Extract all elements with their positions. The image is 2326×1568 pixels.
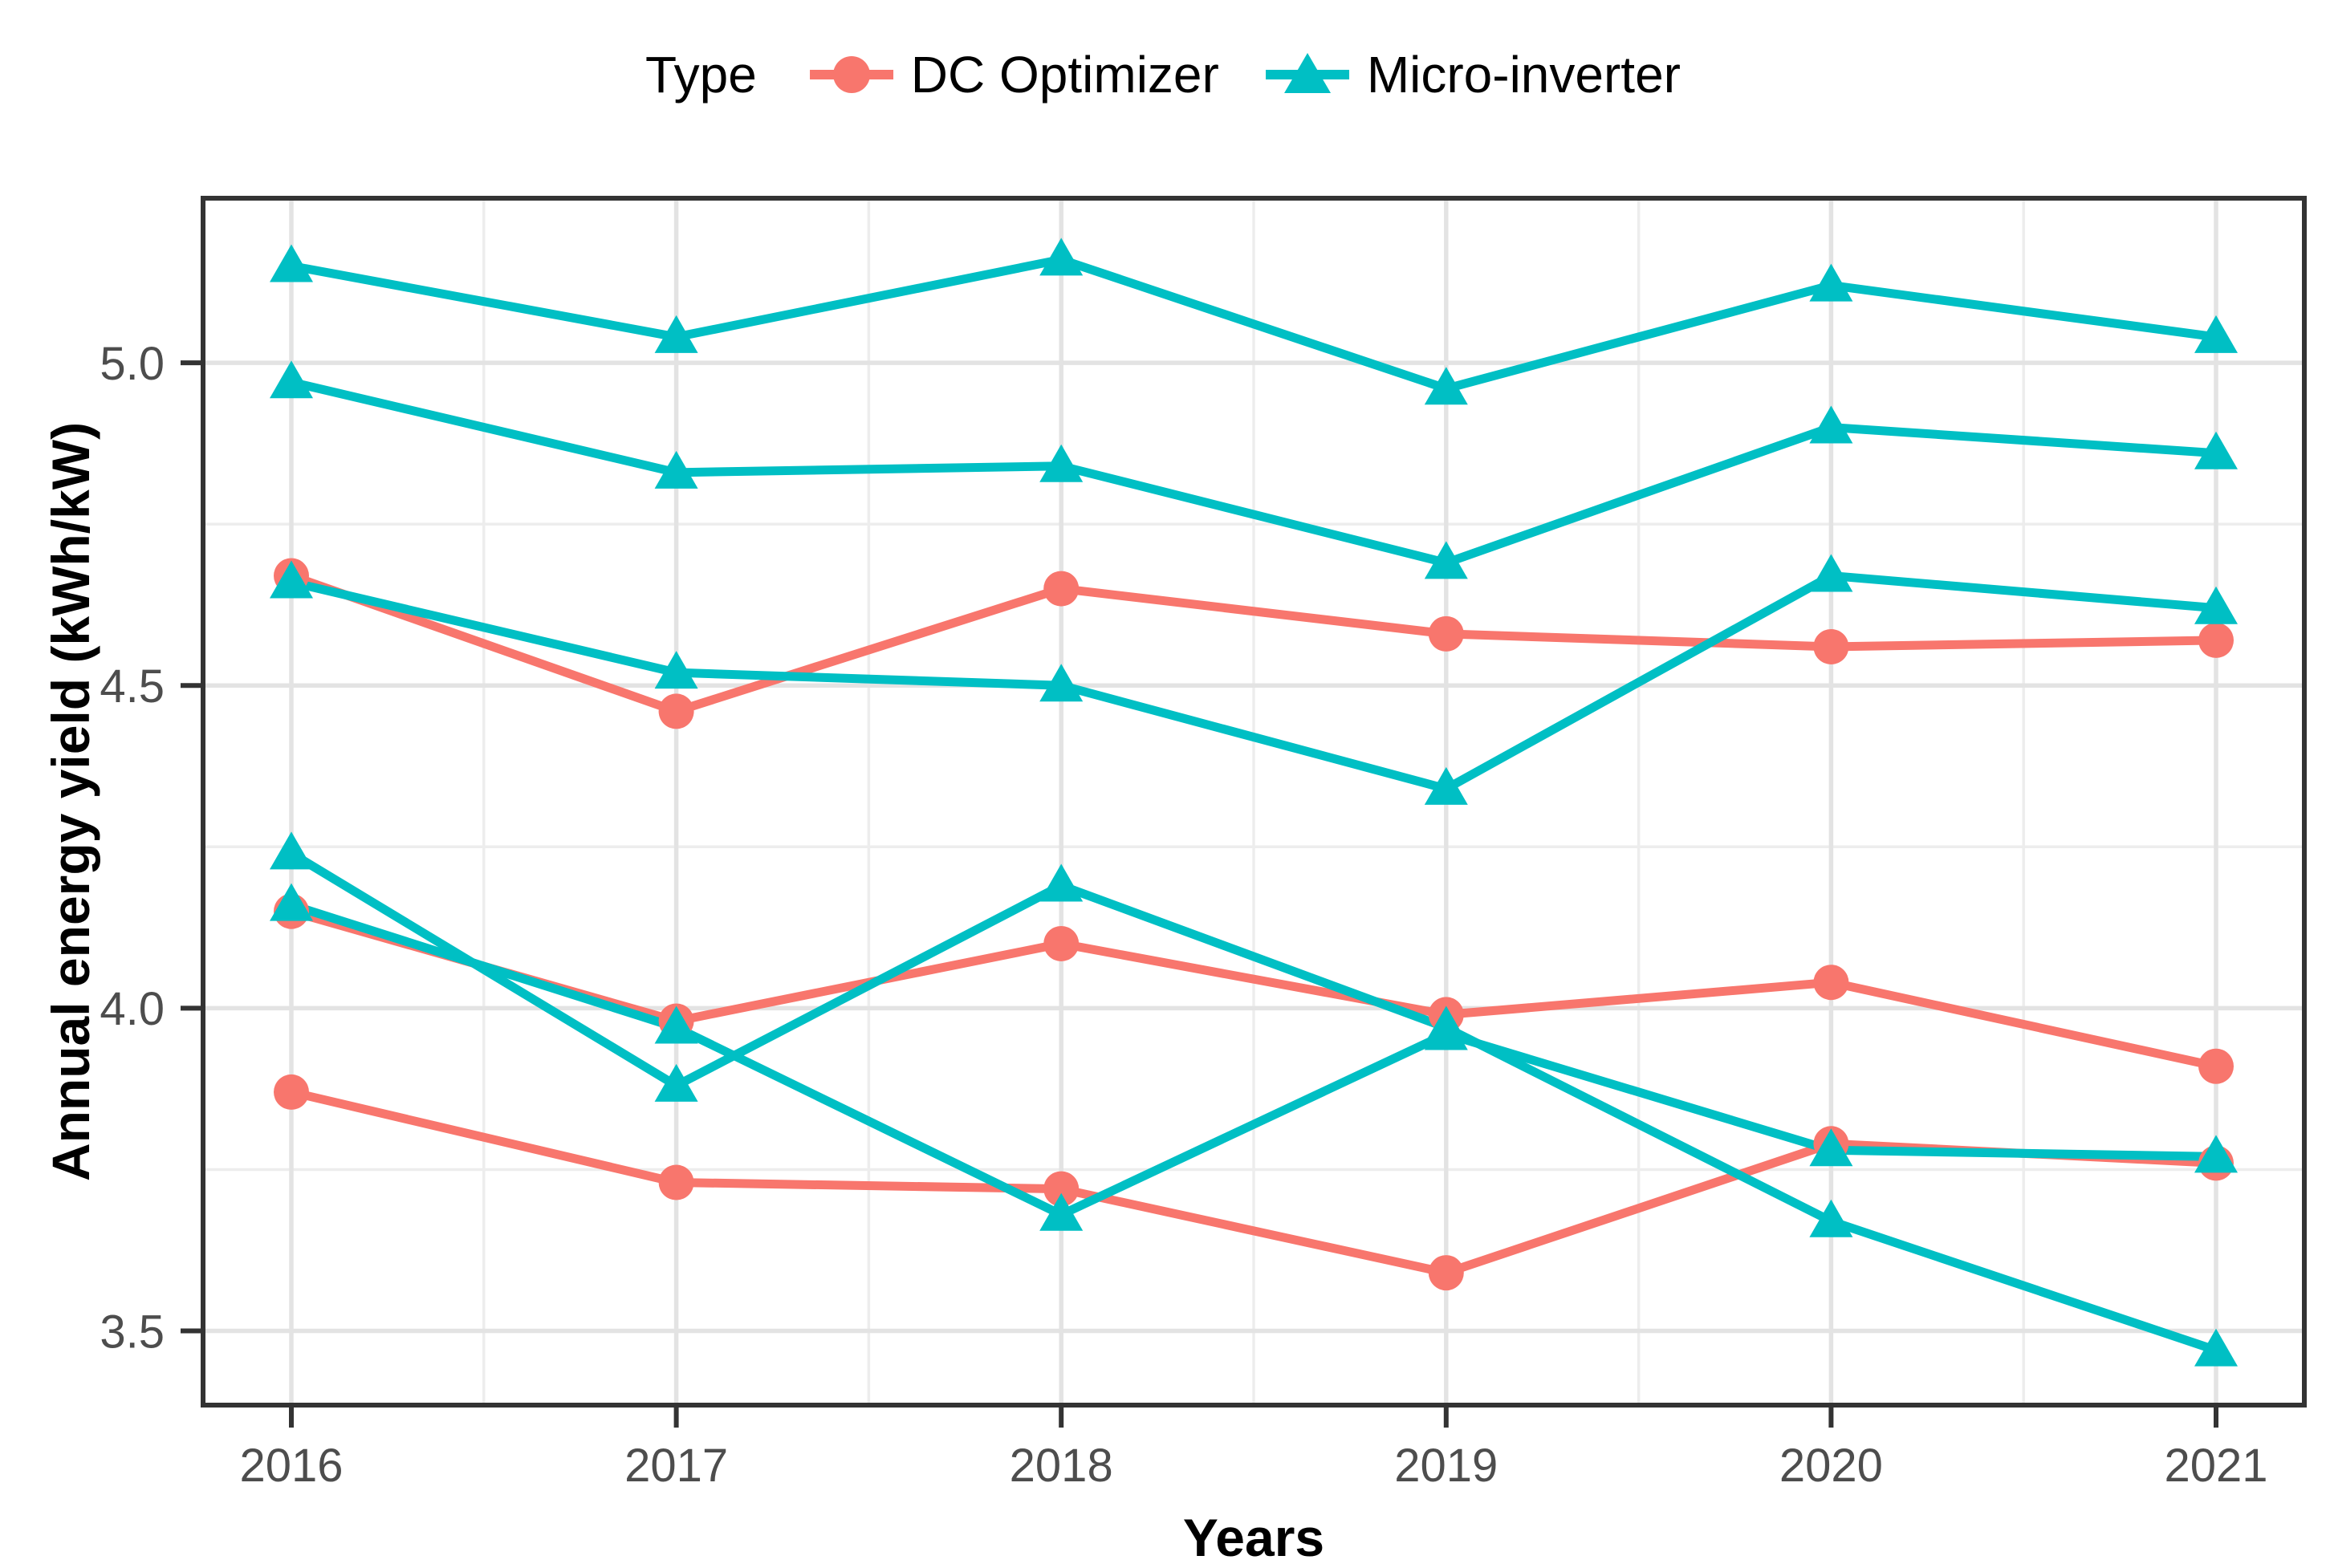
circle-marker-icon	[832, 56, 870, 93]
data-point-circle	[274, 1074, 309, 1110]
data-point-triangle	[1424, 367, 1468, 405]
dc-optimizer-key	[809, 39, 893, 110]
data-point-triangle	[2194, 431, 2238, 469]
legend-item-micro-inverter: Micro-inverter	[1265, 39, 1681, 110]
series-line-micro-inverter-4	[290, 900, 2217, 1220]
data-point-triangle	[270, 244, 313, 282]
data-point-triangle	[1809, 1199, 1853, 1237]
legend-item-label: DC Optimizer	[910, 46, 1219, 104]
data-point-triangle	[2194, 586, 2238, 624]
data-point-triangle	[1039, 1192, 1084, 1231]
legend-item-dc-optimizer: DC Optimizer	[809, 39, 1219, 110]
series-line-micro-inverter-5	[289, 849, 2218, 1355]
data-point-triangle	[1039, 238, 1084, 276]
x-tick-label: 2020	[1779, 1440, 1883, 1492]
data-point-triangle	[270, 883, 313, 921]
data-point-triangle	[1809, 1128, 1853, 1167]
data-point-circle	[658, 1164, 694, 1200]
data-point-triangle	[2194, 315, 2238, 353]
legend: Type DC Optimizer Micro-inverter	[645, 30, 1681, 119]
data-point-circle	[2198, 1048, 2234, 1084]
series-line-micro-inverter-3	[290, 571, 2217, 794]
data-point-triangle	[1424, 1005, 1468, 1044]
y-axis-title: Annual energy yield (kWh/kW)	[41, 421, 100, 1182]
data-point-triangle	[654, 651, 698, 689]
x-tick-label: 2019	[1394, 1440, 1498, 1492]
data-point-triangle	[270, 560, 313, 599]
data-point-triangle	[2194, 1328, 2238, 1367]
data-point-circle	[1043, 925, 1080, 961]
data-point-circle	[1813, 965, 1849, 1001]
panel-border	[201, 196, 2307, 1408]
data-point-triangle	[654, 450, 698, 489]
data-point-triangle	[1809, 554, 1853, 592]
data-point-triangle	[1424, 766, 1468, 805]
x-tick-label: 2017	[624, 1440, 728, 1492]
data-point-triangle	[654, 1063, 698, 1102]
triangle-marker-icon	[1283, 53, 1331, 93]
data-point-triangle	[1039, 863, 1084, 902]
y-tick-label: 4.5	[100, 660, 165, 713]
data-point-triangle	[654, 1005, 698, 1044]
x-tick-label: 2016	[239, 1440, 343, 1492]
data-point-triangle	[1039, 444, 1084, 482]
data-point-triangle	[1039, 664, 1084, 702]
series-line-micro-inverter-2	[290, 377, 2217, 567]
data-point-triangle	[1424, 541, 1468, 579]
data-point-circle	[1043, 1171, 1080, 1207]
legend-title: Type	[645, 46, 757, 104]
data-point-triangle	[1809, 263, 1853, 302]
series-line-micro-inverter-1	[291, 254, 2217, 393]
x-tick-label: 2018	[1010, 1440, 1113, 1492]
y-tick-label: 3.5	[100, 1306, 165, 1358]
data-point-triangle	[270, 360, 313, 399]
data-point-triangle	[1809, 405, 1853, 444]
data-point-triangle	[2194, 1135, 2238, 1173]
data-point-triangle	[270, 831, 313, 870]
data-point-circle	[2198, 622, 2234, 658]
data-point-triangle	[654, 315, 698, 353]
series-line-dc-optimizer-1	[290, 571, 2217, 716]
data-point-circle	[1428, 615, 1464, 652]
legend-item-label: Micro-inverter	[1366, 46, 1681, 104]
y-tick-label: 4.0	[100, 983, 165, 1035]
data-point-circle	[1813, 628, 1849, 664]
x-tick-label: 2021	[2164, 1440, 2267, 1492]
data-point-circle	[1428, 1255, 1464, 1291]
data-point-circle	[1043, 571, 1080, 607]
data-point-circle	[658, 693, 694, 729]
micro-inverter-key	[1265, 39, 1349, 110]
y-tick-label: 5.0	[100, 338, 165, 390]
x-axis-title: Years	[1182, 1508, 1325, 1567]
